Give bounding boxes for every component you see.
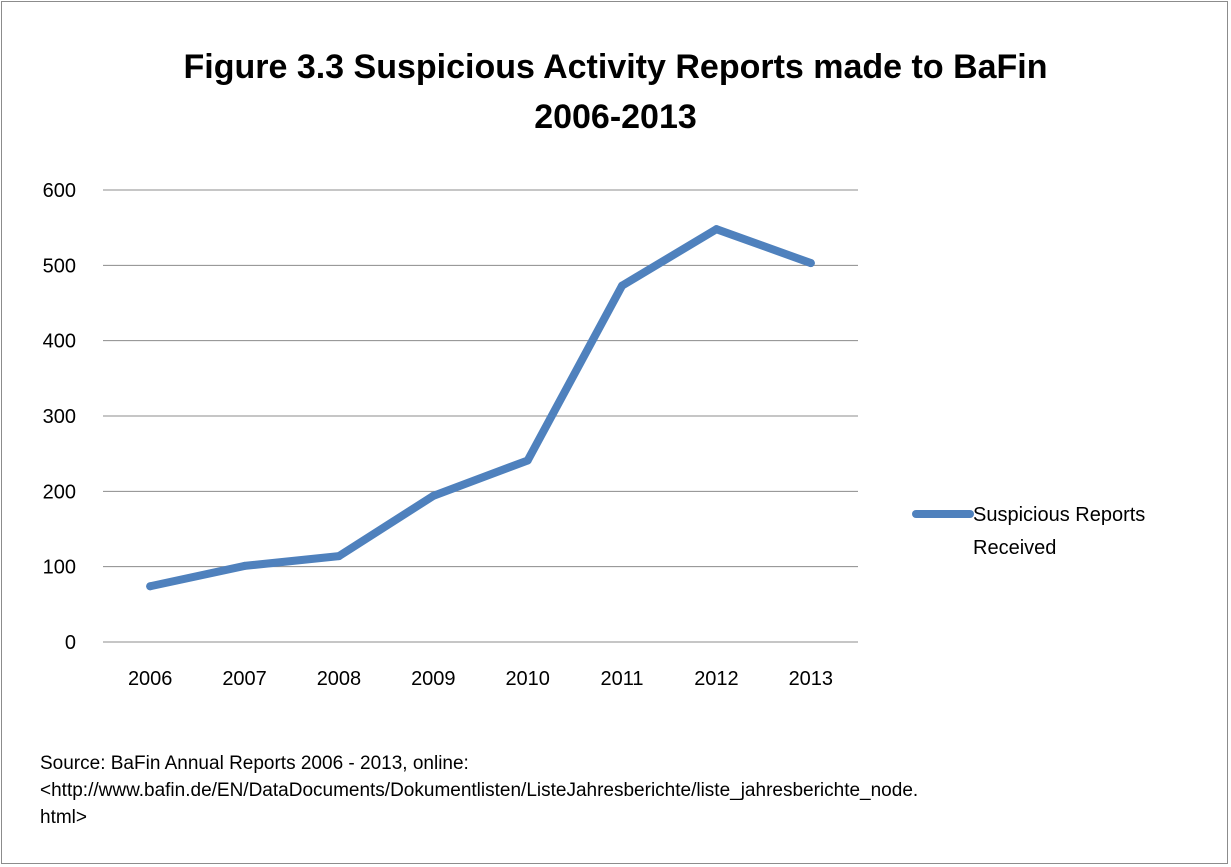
y-tick-label: 0: [65, 632, 76, 654]
data-point: [146, 582, 155, 591]
x-tick-label: 2008: [317, 668, 362, 690]
y-tick-label: 100: [43, 557, 76, 579]
data-point: [806, 259, 815, 268]
legend-label: Suspicious Reports: [973, 504, 1145, 526]
source-line-2: <http://www.bafin.de/EN/DataDocuments/Do…: [40, 780, 919, 801]
chart-title: Figure 3.3 Suspicious Activity Reports m…: [0, 42, 1231, 142]
chart-title-line-1: Figure 3.3 Suspicious Activity Reports m…: [183, 48, 1048, 86]
legend-label: Received: [973, 537, 1056, 559]
y-tick-label: 500: [43, 255, 76, 277]
data-point: [334, 552, 343, 561]
data-point: [429, 491, 438, 500]
x-tick-label: 2007: [222, 668, 267, 690]
series-line: [146, 225, 815, 591]
x-tick-label: 2009: [411, 668, 456, 690]
y-tick-label: 200: [43, 481, 76, 503]
x-tick-label: 2013: [789, 668, 834, 690]
y-tick-label: 400: [43, 331, 76, 353]
data-point: [712, 225, 721, 234]
x-tick-label: 2012: [694, 668, 739, 690]
source-note: Source: BaFin Annual Reports 2006 - 2013…: [40, 750, 1220, 831]
x-tick-label: 2010: [505, 668, 550, 690]
y-tick-label: 300: [43, 406, 76, 428]
chart-title-line-2: 2006-2013: [534, 98, 697, 136]
data-point: [240, 561, 249, 570]
source-line-3: html>: [40, 807, 87, 828]
data-point: [618, 281, 627, 290]
data-point: [523, 456, 532, 465]
x-tick-label: 2011: [601, 668, 644, 690]
source-line-1: Source: BaFin Annual Reports 2006 - 2013…: [40, 753, 469, 774]
x-tick-label: 2006: [128, 668, 173, 690]
y-tick-label: 600: [43, 180, 76, 202]
